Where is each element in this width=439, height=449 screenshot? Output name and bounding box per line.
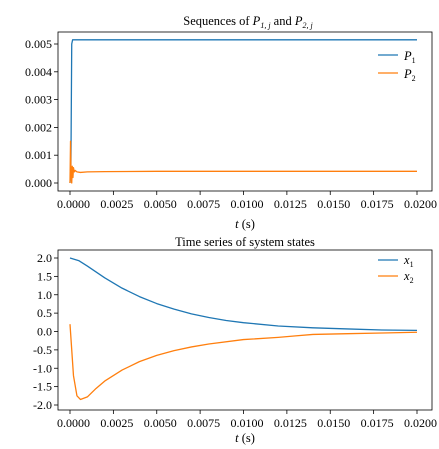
y-tick-label: 0.5 [37,306,52,320]
chart-2-plot-frame [57,249,433,411]
x-tick-label: 0.0075 [187,197,220,211]
series-line-x2 [69,324,418,401]
x-tick-label: 0.0000 [57,416,90,430]
y-tick-label: 2.0 [37,251,52,265]
x-tick-label: 0.0050 [144,197,177,211]
chart-2-title: Time series of system states [175,235,315,249]
y-tick-label: 0.004 [25,65,52,79]
chart-2: Time series of system states 0.0000 0.002… [33,235,437,445]
x-tick-label: 0.0075 [187,416,220,430]
x-tick-label: 0.0100 [231,416,264,430]
x-tick-label: 0.0125 [274,197,307,211]
y-tick-label: 1.5 [37,269,52,283]
x-tick-label: 0.0050 [144,416,177,430]
series-line-p2 [69,140,417,184]
legend-label-x1: x1 [403,253,414,269]
chart-2-series [69,257,418,401]
y-tick-label: 0.003 [25,93,52,107]
chart-1-plot-frame [57,31,433,192]
y-tick-label: 1.0 [37,288,52,302]
chart-1-legend: P1 P2 [378,49,416,83]
x-tick-label: 0.0175 [361,197,394,211]
legend-label-p1: P1 [403,49,416,65]
chart-2-ticks: 0.0000 0.0025 0.0050 0.0075 0.0100 0.0125 0.01… [33,251,437,430]
chart-2-xlabel: t (s) [235,431,255,445]
chart-1-series [69,39,417,184]
y-tick-label: -0.5 [33,343,52,357]
x-tick-label: 0.0150 [317,416,350,430]
x-tick-label: 0.0150 [317,197,350,211]
x-tick-label: 0.0200 [404,416,437,430]
x-tick-label: 0.0025 [100,197,133,211]
series-line-p1 [69,39,417,184]
chart-1: Sequences of P1, j and P2, j 0.0000 0.002… [25,14,437,231]
chart-2-legend: x1 x2 [378,253,414,285]
x-tick-label: 0.0200 [404,197,437,211]
legend-label-x2: x2 [403,269,414,285]
y-tick-label: 0.002 [25,120,52,134]
y-tick-label: -2.0 [33,398,52,412]
chart-1-title: Sequences of P1, j and P2, j [183,14,313,30]
legend-label-p2: P2 [403,67,416,83]
series-line-x1 [69,257,418,332]
y-tick-label: -1.5 [33,380,52,394]
y-tick-label: -1.0 [33,361,52,375]
x-tick-label: 0.0125 [274,416,307,430]
x-tick-label: 0.0100 [231,197,264,211]
chart-1-xlabel: t (s) [235,217,255,231]
x-tick-label: 0.0175 [361,416,394,430]
y-tick-label: 0.001 [25,148,52,162]
x-tick-label: 0.0000 [57,197,90,211]
x-tick-label: 0.0025 [100,416,133,430]
y-tick-label: 0.000 [25,176,52,190]
y-tick-label: 0.005 [25,37,52,51]
y-tick-label: 0.0 [37,325,52,339]
chart-1-ticks: 0.0000 0.0025 0.0050 0.0075 0.0100 0.0125 0.01… [25,37,437,211]
